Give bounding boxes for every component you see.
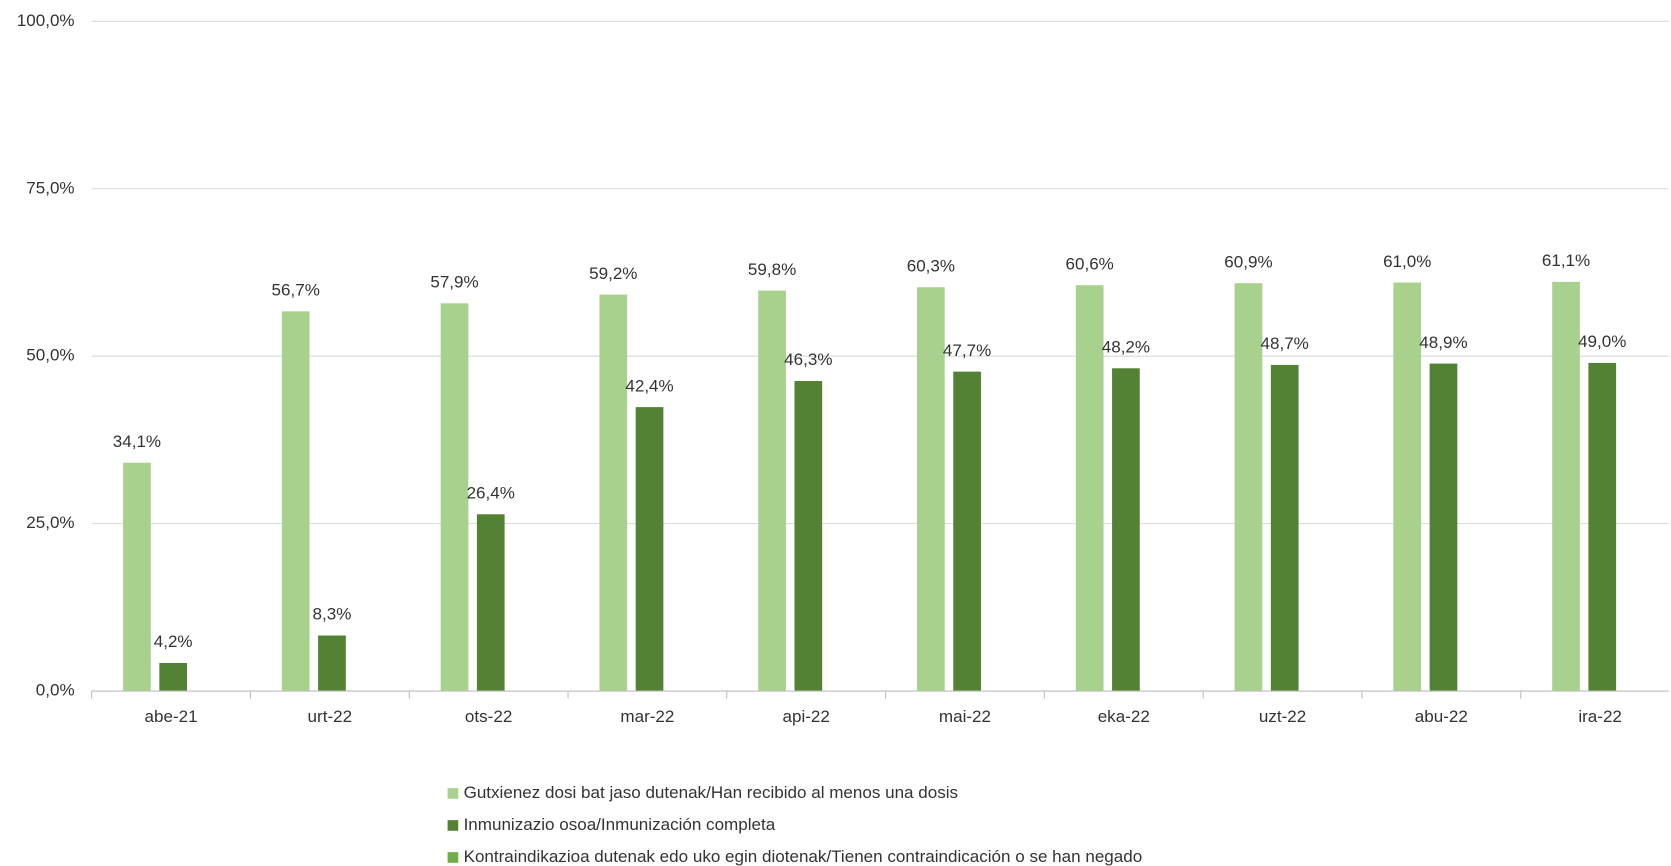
legend-swatch [447,788,459,799]
bar [1429,363,1458,692]
bar [318,635,346,692]
bar [1270,364,1299,692]
x-tick-label: urt-22 [308,707,353,726]
bar [635,407,664,692]
bar [599,294,628,692]
bar [1234,283,1263,692]
legend-label: Inmunizazio osoa/Inmunización completa [464,815,776,834]
legend-label: Kontraindikazioa dutenak edo uko egin di… [464,847,1143,866]
bar [1588,362,1617,692]
x-tick-label: mar-22 [620,707,674,726]
data-label: 60,6% [1066,254,1114,273]
bar [758,290,786,692]
data-label: 61,0% [1383,252,1431,271]
data-label: 59,8% [748,260,796,279]
x-tick-label: abe-21 [145,707,198,726]
y-tick-label: 100,0% [17,11,75,30]
data-label: 4,2% [154,632,193,651]
data-label: 49,0% [1578,332,1626,351]
x-tick-label: mai-22 [939,707,991,726]
y-tick-label: 50,0% [26,346,74,365]
bar [953,371,981,692]
y-tick-label: 0,0% [36,681,75,700]
data-label: 48,9% [1419,333,1467,352]
data-label: 60,3% [907,256,955,275]
x-tick-label: api-22 [783,707,830,726]
data-label: 48,7% [1261,334,1309,353]
data-label: 34,1% [113,432,161,451]
x-tick-label: abu-22 [1415,707,1468,726]
bar [1075,285,1104,692]
data-label: 60,9% [1224,252,1272,271]
bar [1552,281,1580,692]
legend-swatch [447,852,459,863]
x-tick-label: ots-22 [465,707,512,726]
x-tick-label: ira-22 [1578,707,1622,726]
bar [476,514,505,692]
data-label: 42,4% [625,376,673,395]
bar [794,380,823,692]
data-label: 59,2% [589,264,637,283]
bar [1393,282,1422,692]
legend-swatch [447,820,459,831]
y-tick-label: 25,0% [26,513,74,532]
data-label: 47,7% [943,341,991,360]
bar [123,462,151,692]
data-label: 8,3% [313,605,352,624]
data-label: 46,3% [784,350,832,369]
bar [159,662,188,692]
data-label: 56,7% [272,281,320,300]
y-tick-label: 75,0% [26,178,74,197]
x-tick-label: eka-22 [1098,707,1150,726]
data-label: 26,4% [467,484,515,503]
legend-label: Gutxienez dosi bat jaso dutenak/Han reci… [464,783,958,802]
data-label: 48,2% [1102,338,1150,357]
data-label: 61,1% [1542,251,1590,270]
bar [1112,368,1140,692]
bar [281,311,310,692]
data-label: 57,9% [430,273,478,292]
bar [917,287,945,692]
x-tick-label: uzt-22 [1259,707,1306,726]
bar [440,303,469,692]
